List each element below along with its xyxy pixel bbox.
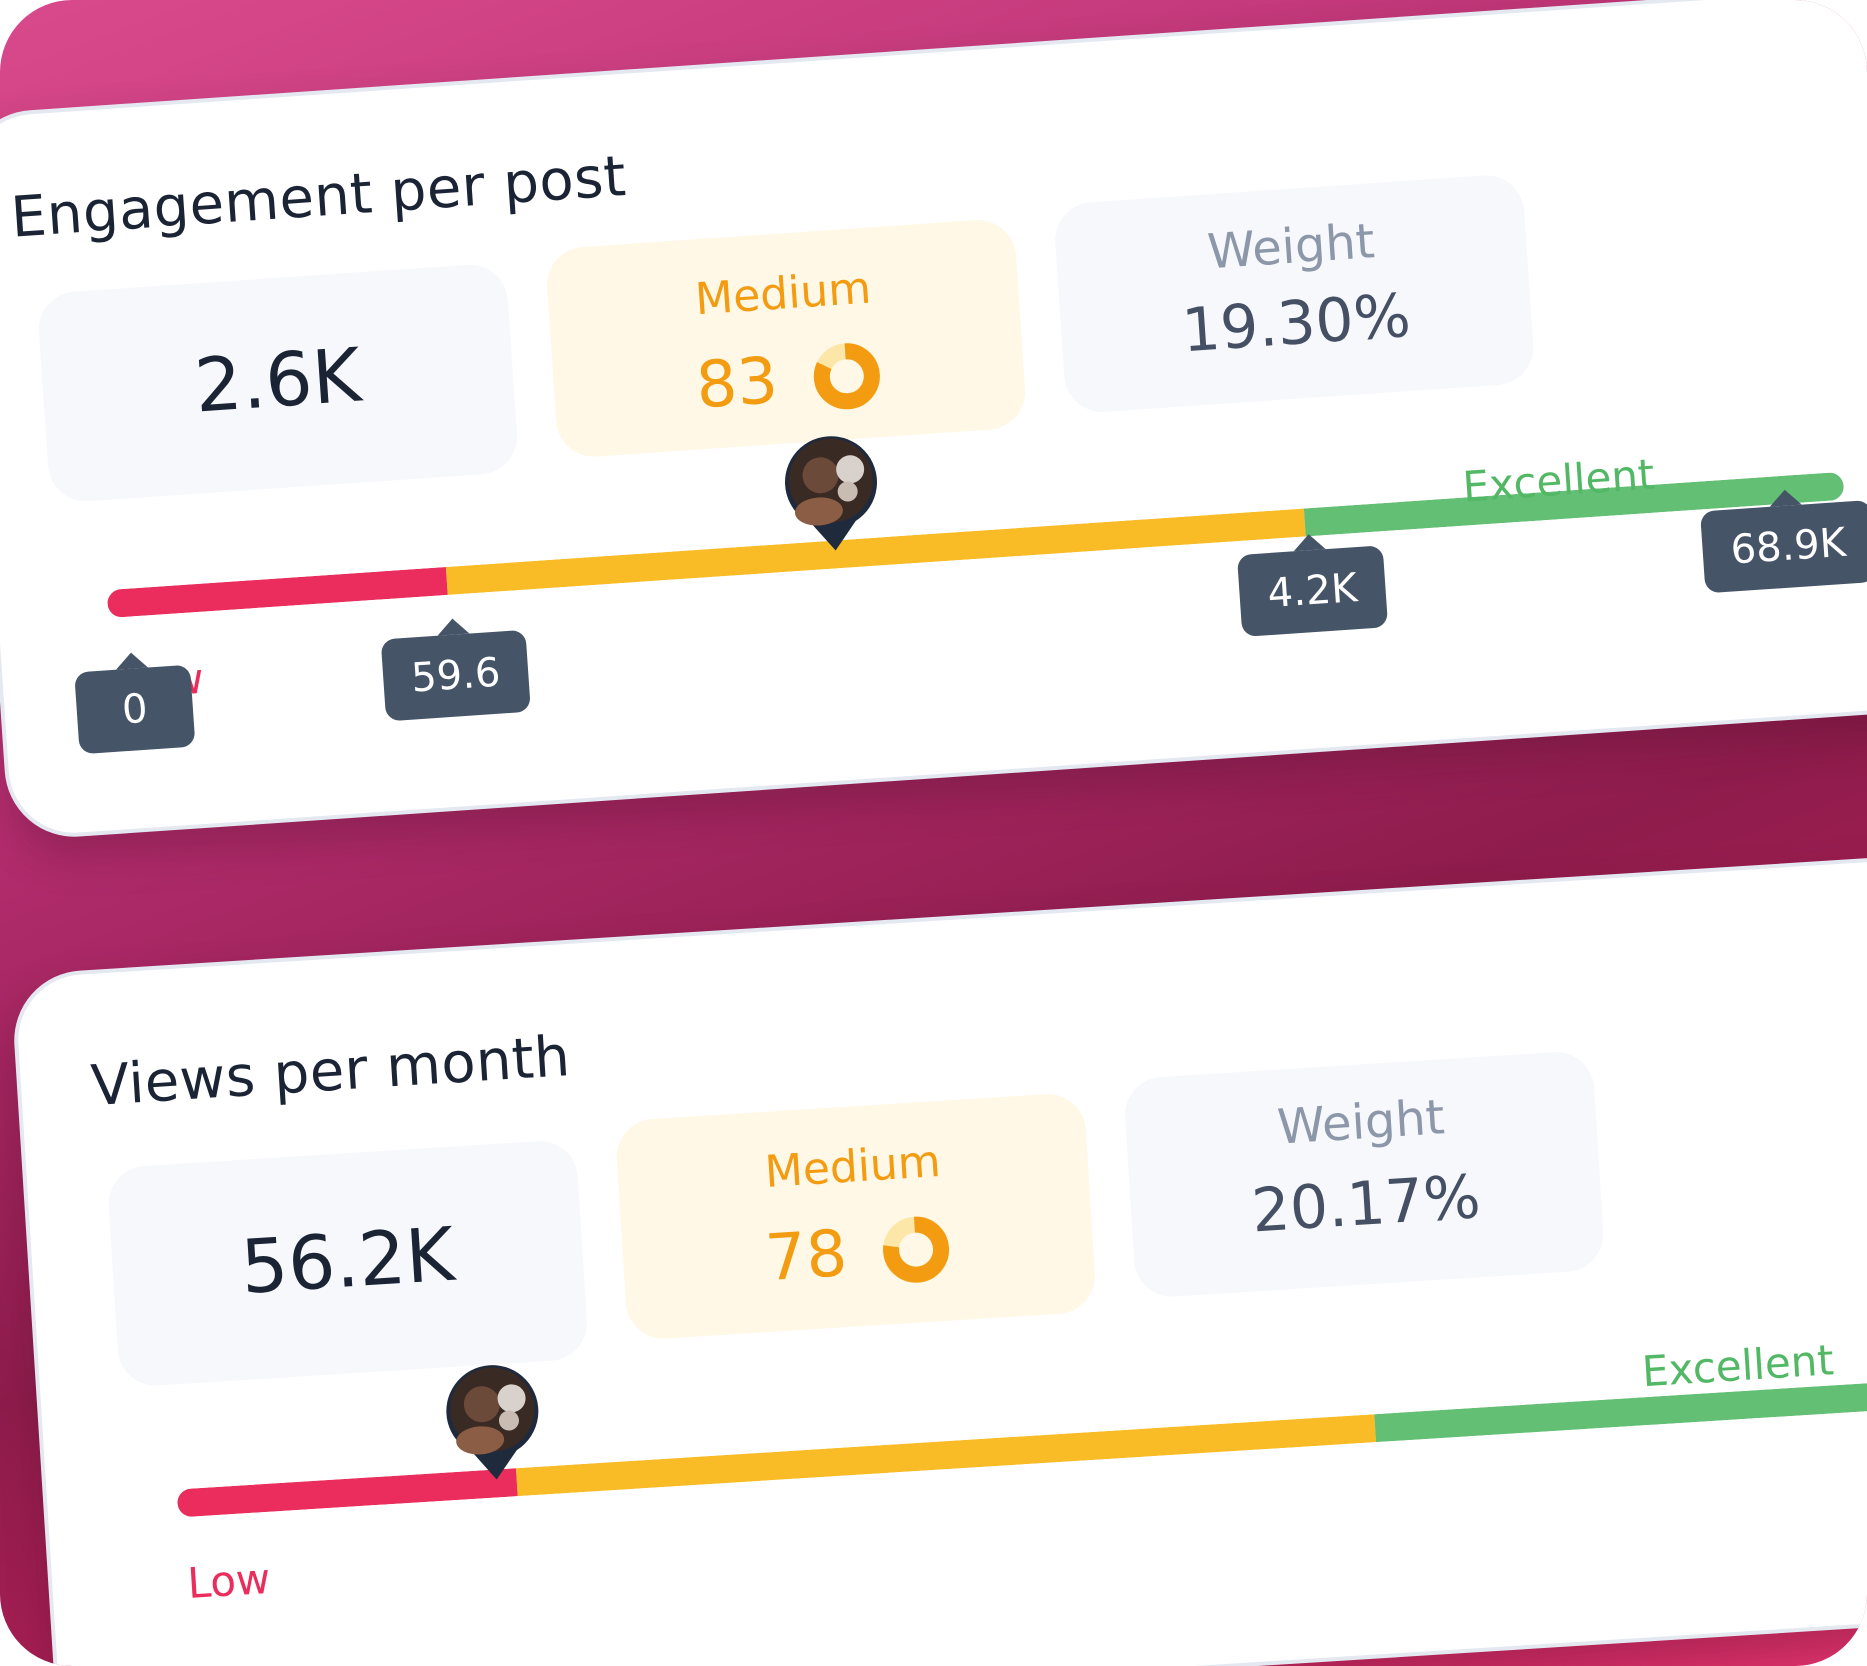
weight-label: Weight: [1275, 1089, 1447, 1156]
rating-box: Medium 78: [614, 1091, 1098, 1341]
avatar-pin-icon: [785, 436, 877, 551]
value-text: 2.6K: [191, 332, 364, 430]
score-value: 78: [763, 1217, 850, 1297]
medium-segment: [515, 1414, 1377, 1497]
score-scale-bar: [176, 1380, 1867, 1518]
card-title: Views per month: [89, 1024, 573, 1120]
card-title: Engagement per post: [8, 143, 629, 251]
rating-box: Medium 83: [544, 217, 1028, 460]
threshold-marker: 68.9K: [1700, 499, 1867, 594]
rating-label: Medium: [693, 262, 873, 326]
donut-score-icon: [882, 1216, 949, 1283]
value-box: 2.6K: [36, 262, 520, 504]
threshold-marker: 0: [74, 664, 196, 755]
score-value: 83: [693, 344, 781, 424]
weight-box: Weight 20.17%: [1122, 1049, 1606, 1299]
rating-label: Medium: [763, 1135, 943, 1198]
low-segment: [106, 567, 448, 619]
score-row: 83: [552, 327, 1026, 433]
donut-score-icon: [813, 343, 880, 410]
views-card: Views per month 56.2K Medium 78 Weight 2…: [10, 852, 1867, 1666]
low-label: Low: [186, 1553, 272, 1609]
score-row: 78: [621, 1202, 1095, 1305]
avatar-pin-icon: [446, 1365, 539, 1480]
threshold-marker: 59.6: [380, 629, 531, 722]
weight-box: Weight 19.30%: [1052, 172, 1536, 415]
engagement-card: Engagement per post 2.6K Medium 83 Weigh…: [0, 0, 1867, 841]
excellent-segment: [1374, 1380, 1867, 1443]
threshold-marker: 4.2K: [1236, 545, 1388, 637]
weight-value: 20.17%: [1249, 1162, 1483, 1247]
weight-value: 19.30%: [1179, 280, 1413, 367]
value-text: 56.2K: [238, 1211, 457, 1311]
value-box: 56.2K: [106, 1138, 590, 1388]
